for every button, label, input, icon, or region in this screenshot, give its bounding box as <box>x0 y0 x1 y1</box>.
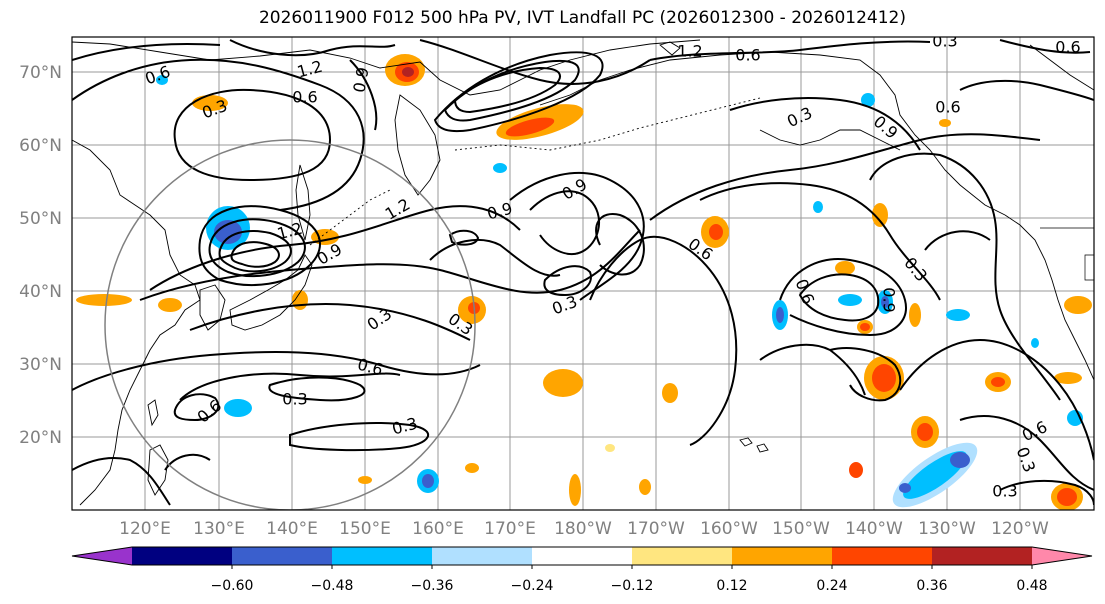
colorbar-segment <box>832 547 933 565</box>
longitude-label: 120°E <box>119 519 171 539</box>
colorbar-segment <box>532 547 633 565</box>
longitude-label: 160°E <box>412 519 464 539</box>
colorbar <box>71 546 1093 566</box>
longitude-label: 130°W <box>918 519 976 539</box>
colorbar-tick-labels: −0.60 −0.48 −0.36 −0.24 −0.12 0.12 0.24 0.36 0.4… <box>211 565 1048 594</box>
colorbar-tick-label: 0.12 <box>716 578 747 594</box>
colorbar-segment <box>632 547 733 565</box>
colorbar-segment <box>432 547 533 565</box>
colorbar-outline <box>71 546 1093 566</box>
longitude-label: 180°W <box>554 519 612 539</box>
longitude-label: 120°W <box>991 519 1049 539</box>
longitude-label: 140°W <box>845 519 903 539</box>
shaded-anomalies <box>76 54 1092 510</box>
latitude-label: 40°N <box>19 282 62 302</box>
colorbar-segment <box>732 547 833 565</box>
contour-label: 0.3 <box>992 482 1017 501</box>
figure-title: 2026011900 F012 500 hPa PV, IVT Landfall… <box>258 8 906 28</box>
latitude-label: 50°N <box>19 209 62 229</box>
contour-label: 0.6 <box>292 88 317 107</box>
latitude-label: 20°N <box>19 428 62 448</box>
colorbar-tick-label: −0.60 <box>211 578 254 594</box>
colorbar-segment <box>132 547 233 565</box>
coastlines <box>72 39 1094 506</box>
longitude-label: 150°E <box>339 519 391 539</box>
contour-label: 1.2 <box>677 42 702 61</box>
colorbar-tick-label: −0.36 <box>411 578 454 594</box>
colorbar-segment <box>932 547 1033 565</box>
longitude-labels: 120°E 130°E 140°E 150°E 160°E 170°E 180°W 170°W… <box>119 519 1049 539</box>
colorbar-tick-label: 0.48 <box>1016 578 1047 594</box>
contour-label: 0.9 <box>880 287 899 312</box>
longitude-label: 140°E <box>266 519 318 539</box>
contour-label: 0.3 <box>932 32 957 51</box>
longitude-label: 170°W <box>627 519 685 539</box>
contour-label: 0.3 <box>282 390 307 409</box>
longitude-label: 130°E <box>193 519 245 539</box>
contour-label: 0.6 <box>735 46 760 65</box>
pv-contours <box>72 39 1094 506</box>
contour-label: 0.6 <box>935 98 960 117</box>
colorbar-tick-label: 0.36 <box>916 578 947 594</box>
colorbar-segment <box>72 547 132 565</box>
map-frame <box>71 36 1095 511</box>
colorbar-segment <box>1032 547 1092 565</box>
colorbar-tick-label: −0.48 <box>311 578 354 594</box>
colorbar-tick-label: −0.24 <box>511 578 554 594</box>
colorbar-tick-label: 0.24 <box>816 578 847 594</box>
colorbar-segment <box>332 547 433 565</box>
latitude-labels: 70°N 60°N 50°N 40°N 30°N 20°N <box>19 63 62 448</box>
highlight-circle <box>104 139 476 510</box>
longitude-label: 160°W <box>700 519 758 539</box>
latitude-label: 70°N <box>19 63 62 83</box>
latitude-label: 60°N <box>19 136 62 156</box>
longitude-label: 150°W <box>772 519 830 539</box>
longitude-label: 170°E <box>484 519 536 539</box>
colorbar-segment <box>232 547 333 565</box>
colorbar-tick-label: −0.12 <box>611 578 654 594</box>
gridlines <box>72 37 1094 510</box>
latitude-label: 30°N <box>19 355 62 375</box>
contour-label: 0.6 <box>1055 38 1080 57</box>
contour-label: 0.9 <box>349 66 372 94</box>
